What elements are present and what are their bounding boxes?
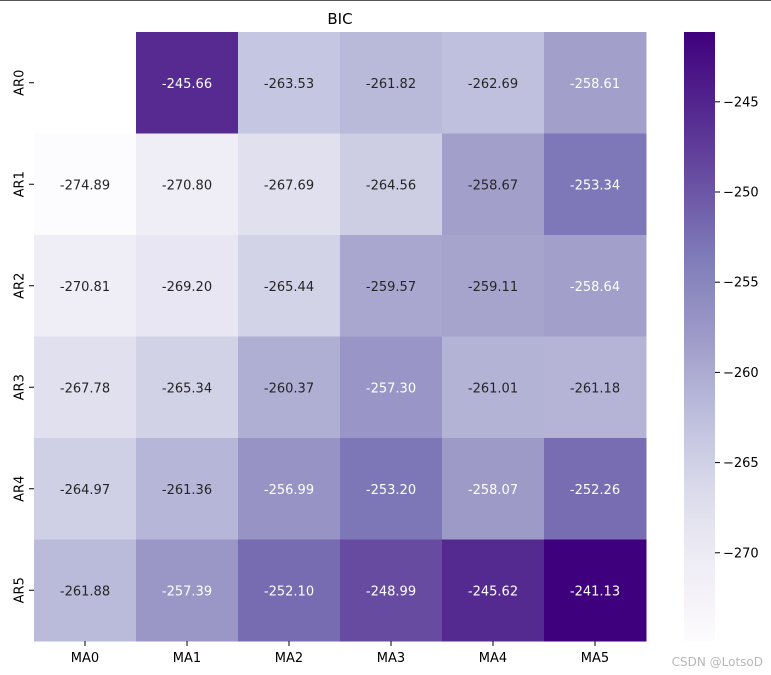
heatmap-cell xyxy=(544,336,647,439)
heatmap-cell xyxy=(34,336,137,439)
colorbar-tick-label: −255 xyxy=(723,276,759,291)
cell-value-label: -265.44 xyxy=(264,280,314,295)
cell-value-label: -261.18 xyxy=(570,381,620,396)
heatmap-cell xyxy=(544,539,647,642)
cell-value-label: -262.69 xyxy=(468,77,518,92)
heatmap-cell xyxy=(238,133,341,236)
cell-value-label: -261.88 xyxy=(60,584,110,599)
heatmap-cell xyxy=(34,235,137,337)
heatmap-cell xyxy=(340,336,443,439)
x-tick-label: MA5 xyxy=(581,651,609,666)
heatmap-cell xyxy=(544,133,647,236)
x-tick-label: MA4 xyxy=(479,651,507,666)
cell-value-label: -258.07 xyxy=(468,483,518,498)
heatmap-cell xyxy=(136,438,239,540)
heatmap-cell xyxy=(136,235,239,337)
heatmap-cell xyxy=(442,438,545,540)
cell-value-label: -267.69 xyxy=(264,178,314,193)
cell-value-label: -256.99 xyxy=(264,483,314,498)
x-tick-label: MA3 xyxy=(377,651,405,666)
cell-value-label: -264.97 xyxy=(60,483,110,498)
heatmap-cell xyxy=(238,438,341,540)
heatmap-cell xyxy=(340,133,443,236)
cell-value-label: -245.62 xyxy=(468,584,518,599)
cell-value-label: -252.26 xyxy=(570,483,620,498)
cell-value-label: -270.80 xyxy=(162,178,212,193)
heatmap-cell xyxy=(136,32,239,134)
cell-value-label: -261.01 xyxy=(468,381,518,396)
colorbar xyxy=(684,32,715,641)
y-tick-label: AR0 xyxy=(13,70,28,96)
heatmap-cell xyxy=(544,235,647,337)
heatmap-cell xyxy=(238,32,341,134)
cell-value-label: -269.20 xyxy=(162,280,212,295)
cell-value-label: -264.56 xyxy=(366,178,416,193)
heatmap-cell xyxy=(238,336,341,439)
heatmap-cell xyxy=(442,539,545,642)
heatmap-cell xyxy=(136,133,239,236)
cell-value-label: -241.13 xyxy=(570,584,620,599)
y-tick-label: AR5 xyxy=(13,577,28,603)
heatmap-cell xyxy=(34,133,137,236)
colorbar-tick-label: −270 xyxy=(723,546,759,561)
cell-value-label: -253.34 xyxy=(570,178,620,193)
cell-value-label: -248.99 xyxy=(366,584,416,599)
cell-value-label: -252.10 xyxy=(264,584,314,599)
y-tick-label: AR4 xyxy=(13,476,28,502)
cell-value-label: -263.53 xyxy=(264,77,314,92)
heatmap-cell xyxy=(442,133,545,236)
chart-title: BIC xyxy=(327,10,352,28)
cell-value-label: -245.66 xyxy=(162,77,212,92)
y-tick-label: AR2 xyxy=(13,273,28,299)
x-tick-label: MA2 xyxy=(275,651,303,666)
heatmap-cell xyxy=(340,235,443,337)
cell-value-label: -258.64 xyxy=(570,280,620,295)
cell-value-label: -261.36 xyxy=(162,483,212,498)
cell-value-label: -267.78 xyxy=(60,381,110,396)
heatmap-cell xyxy=(442,32,545,134)
heatmap-cell xyxy=(136,539,239,642)
cell-value-label: -253.20 xyxy=(366,483,416,498)
cell-value-label: -261.82 xyxy=(366,77,416,92)
colorbar-tick-label: −260 xyxy=(723,366,759,381)
y-tick-label: AR1 xyxy=(13,171,28,197)
cell-value-label: -259.57 xyxy=(366,280,416,295)
colorbar-tick-label: −265 xyxy=(723,456,759,471)
cell-value-label: -260.37 xyxy=(264,381,314,396)
heatmap-cell xyxy=(442,235,545,337)
colorbar-tick-label: −250 xyxy=(723,186,759,201)
heatmap-cell xyxy=(238,539,341,642)
heatmap-cell xyxy=(340,32,443,134)
heatmap-cell xyxy=(136,336,239,439)
cell-value-label: -274.89 xyxy=(60,178,110,193)
cell-value-label: -270.81 xyxy=(60,280,110,295)
heatmap-cell xyxy=(340,438,443,540)
cell-value-label: -259.11 xyxy=(468,280,518,295)
heatmap-cell xyxy=(34,438,137,540)
heatmap-cell xyxy=(340,539,443,642)
heatmap-cell xyxy=(238,235,341,337)
y-tick-label: AR3 xyxy=(13,374,28,400)
cell-value-label: -257.30 xyxy=(366,381,416,396)
heatmap-cell xyxy=(34,539,137,642)
top-border-line xyxy=(0,0,771,1)
colorbar-tick-label: −245 xyxy=(723,95,759,110)
heatmap-cell xyxy=(544,32,647,134)
watermark: CSDN @LotsoD xyxy=(671,655,763,669)
cell-value-label: -257.39 xyxy=(162,584,212,599)
heatmap-cell xyxy=(442,336,545,439)
x-tick-label: MA0 xyxy=(71,651,99,666)
cell-value-label: -258.61 xyxy=(570,77,620,92)
x-tick-label: MA1 xyxy=(173,651,201,666)
cell-value-label: -265.34 xyxy=(162,381,212,396)
heatmap-cell xyxy=(544,438,647,540)
cell-value-label: -258.67 xyxy=(468,178,518,193)
